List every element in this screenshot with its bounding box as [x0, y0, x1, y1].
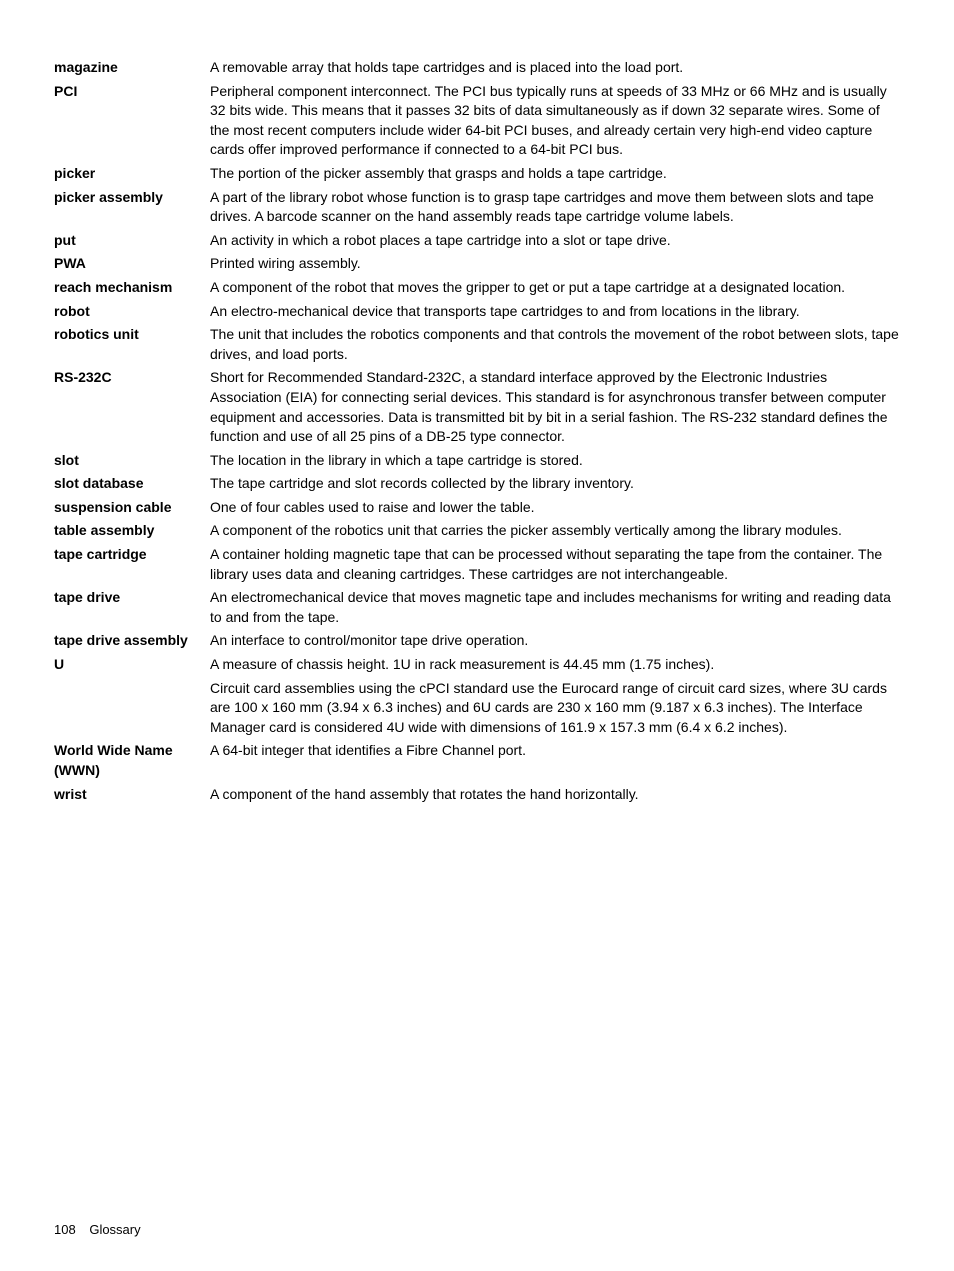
- glossary-definition-paragraph: The portion of the picker assembly that …: [210, 164, 900, 184]
- glossary-entry: UA measure of chassis height. 1U in rack…: [54, 655, 900, 737]
- glossary-term: tape drive assembly: [54, 631, 210, 651]
- glossary-entry: robotics unitThe unit that includes the …: [54, 325, 900, 364]
- glossary-entry: pickerThe portion of the picker assembly…: [54, 164, 900, 184]
- glossary-definition: A component of the robotics unit that ca…: [210, 521, 900, 541]
- glossary-definition-paragraph: A 64-bit integer that identifies a Fibre…: [210, 741, 900, 761]
- glossary-term: World Wide Name (WWN): [54, 741, 210, 780]
- glossary-definition-paragraph: An electro-mechanical device that transp…: [210, 302, 900, 322]
- glossary-entry: PCIPeripheral component interconnect. Th…: [54, 82, 900, 160]
- glossary-definition-paragraph: A component of the hand assembly that ro…: [210, 785, 900, 805]
- glossary-entry: robotAn electro-mechanical device that t…: [54, 302, 900, 322]
- glossary-definition: The unit that includes the robotics comp…: [210, 325, 900, 364]
- glossary-entry: magazineA removable array that holds tap…: [54, 58, 900, 78]
- glossary-definition-paragraph: Circuit card assemblies using the cPCI s…: [210, 679, 900, 738]
- glossary-term: PCI: [54, 82, 210, 102]
- glossary-term: slot database: [54, 474, 210, 494]
- glossary-term: robotics unit: [54, 325, 210, 345]
- glossary-term: tape cartridge: [54, 545, 210, 565]
- glossary-definition-paragraph: A container holding magnetic tape that c…: [210, 545, 900, 584]
- glossary-definition: An activity in which a robot places a ta…: [210, 231, 900, 251]
- glossary-definition-paragraph: A component of the robotics unit that ca…: [210, 521, 900, 541]
- glossary-definition-paragraph: Printed wiring assembly.: [210, 254, 900, 274]
- glossary-term: table assembly: [54, 521, 210, 541]
- page-number: 108: [54, 1222, 76, 1237]
- glossary-definition-paragraph: A removable array that holds tape cartri…: [210, 58, 900, 78]
- glossary-definition: The location in the library in which a t…: [210, 451, 900, 471]
- glossary-definition-paragraph: An interface to control/monitor tape dri…: [210, 631, 900, 651]
- glossary-definition: A component of the hand assembly that ro…: [210, 785, 900, 805]
- glossary-definition-paragraph: An electromechanical device that moves m…: [210, 588, 900, 627]
- glossary-definition: A container holding magnetic tape that c…: [210, 545, 900, 584]
- glossary-term: slot: [54, 451, 210, 471]
- glossary-definition: Peripheral component interconnect. The P…: [210, 82, 900, 160]
- glossary-definition: An interface to control/monitor tape dri…: [210, 631, 900, 651]
- glossary-entry: PWAPrinted wiring assembly.: [54, 254, 900, 274]
- glossary-definition-paragraph: Short for Recommended Standard-232C, a s…: [210, 368, 900, 446]
- glossary-term: reach mechanism: [54, 278, 210, 298]
- glossary-definition: Short for Recommended Standard-232C, a s…: [210, 368, 900, 446]
- glossary-term: RS-232C: [54, 368, 210, 388]
- glossary-entry: putAn activity in which a robot places a…: [54, 231, 900, 251]
- glossary-entry: World Wide Name (WWN)A 64-bit integer th…: [54, 741, 900, 780]
- glossary-term: tape drive: [54, 588, 210, 608]
- glossary-entry: wristA component of the hand assembly th…: [54, 785, 900, 805]
- glossary-definition-paragraph: Peripheral component interconnect. The P…: [210, 82, 900, 160]
- glossary-term: picker: [54, 164, 210, 184]
- glossary-definition: A removable array that holds tape cartri…: [210, 58, 900, 78]
- glossary-definition-paragraph: An activity in which a robot places a ta…: [210, 231, 900, 251]
- glossary-definition: An electromechanical device that moves m…: [210, 588, 900, 627]
- glossary-term: picker assembly: [54, 188, 210, 208]
- glossary-definition-paragraph: The tape cartridge and slot records coll…: [210, 474, 900, 494]
- glossary-definition: A 64-bit integer that identifies a Fibre…: [210, 741, 900, 761]
- glossary-entry: RS-232CShort for Recommended Standard-23…: [54, 368, 900, 446]
- glossary-entry: slotThe location in the library in which…: [54, 451, 900, 471]
- glossary-definition-paragraph: A measure of chassis height. 1U in rack …: [210, 655, 900, 675]
- glossary-entry: picker assemblyA part of the library rob…: [54, 188, 900, 227]
- glossary-definition-paragraph: A component of the robot that moves the …: [210, 278, 900, 298]
- glossary-definition: One of four cables used to raise and low…: [210, 498, 900, 518]
- glossary-definition-paragraph: The location in the library in which a t…: [210, 451, 900, 471]
- page-footer: 108 Glossary: [54, 1222, 141, 1237]
- glossary-term: PWA: [54, 254, 210, 274]
- glossary-definition: Printed wiring assembly.: [210, 254, 900, 274]
- glossary-definition-paragraph: The unit that includes the robotics comp…: [210, 325, 900, 364]
- glossary-definition: A measure of chassis height. 1U in rack …: [210, 655, 900, 737]
- page-content: magazineA removable array that holds tap…: [0, 0, 954, 804]
- glossary-term: U: [54, 655, 210, 675]
- glossary-definition: A component of the robot that moves the …: [210, 278, 900, 298]
- glossary-definition: The portion of the picker assembly that …: [210, 164, 900, 184]
- glossary-entry: reach mechanismA component of the robot …: [54, 278, 900, 298]
- glossary-term: robot: [54, 302, 210, 322]
- glossary-definition-paragraph: One of four cables used to raise and low…: [210, 498, 900, 518]
- glossary-entry: slot databaseThe tape cartridge and slot…: [54, 474, 900, 494]
- glossary-term: magazine: [54, 58, 210, 78]
- glossary-entry: tape driveAn electromechanical device th…: [54, 588, 900, 627]
- glossary-entry: tape drive assemblyAn interface to contr…: [54, 631, 900, 651]
- glossary-definition: A part of the library robot whose functi…: [210, 188, 900, 227]
- glossary-entry: suspension cableOne of four cables used …: [54, 498, 900, 518]
- glossary-entry: tape cartridgeA container holding magnet…: [54, 545, 900, 584]
- glossary-definition-paragraph: A part of the library robot whose functi…: [210, 188, 900, 227]
- glossary-list: magazineA removable array that holds tap…: [54, 58, 900, 804]
- glossary-definition: An electro-mechanical device that transp…: [210, 302, 900, 322]
- glossary-term: put: [54, 231, 210, 251]
- glossary-entry: table assemblyA component of the robotic…: [54, 521, 900, 541]
- glossary-term: wrist: [54, 785, 210, 805]
- glossary-definition: The tape cartridge and slot records coll…: [210, 474, 900, 494]
- page-section-label: Glossary: [89, 1222, 140, 1237]
- glossary-term: suspension cable: [54, 498, 210, 518]
